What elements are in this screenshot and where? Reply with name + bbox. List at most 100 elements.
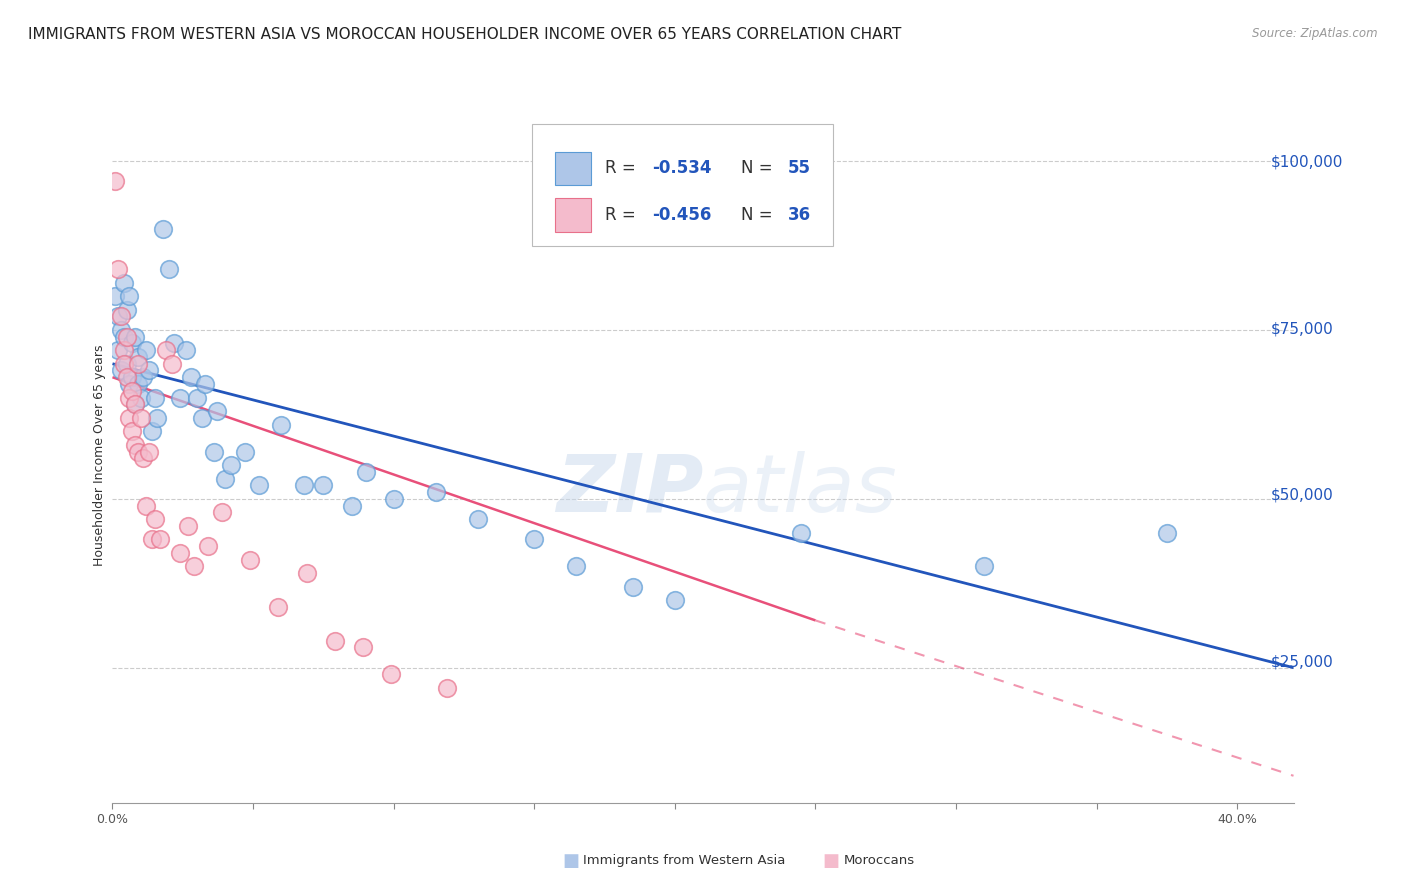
Point	[502, 507, 524, 521]
Point	[174, 340, 197, 354]
Point	[291, 547, 314, 561]
Point	[188, 374, 211, 388]
Point	[170, 340, 193, 354]
Point	[340, 474, 363, 488]
Point	[174, 326, 197, 341]
Point	[318, 593, 340, 607]
Point	[242, 386, 264, 401]
Point	[195, 493, 218, 508]
Y-axis label: Householder Income Over 65 years: Householder Income Over 65 years	[93, 340, 105, 561]
Point	[257, 440, 280, 454]
Point	[969, 553, 991, 567]
Point	[217, 260, 239, 274]
Text: N =: N =	[755, 204, 793, 222]
Text: R =: R =	[630, 159, 666, 177]
Point	[183, 420, 205, 434]
Point	[180, 407, 202, 421]
Point	[198, 360, 221, 375]
Point	[800, 520, 823, 534]
Point	[174, 353, 197, 368]
Point	[190, 386, 212, 401]
Point	[422, 660, 444, 674]
Point	[173, 360, 195, 375]
Point	[226, 386, 249, 401]
Point	[204, 386, 226, 401]
Text: ZIP: ZIP	[574, 446, 721, 524]
Point	[195, 340, 218, 354]
Point	[173, 320, 195, 334]
Point	[180, 386, 202, 401]
Point	[474, 673, 496, 688]
Point	[222, 334, 245, 348]
Point	[198, 440, 221, 454]
Point	[226, 540, 249, 554]
Text: 36: 36	[799, 204, 823, 222]
Point	[186, 326, 208, 341]
Text: ■: ■	[823, 852, 839, 870]
Point	[183, 380, 205, 394]
Point	[188, 347, 211, 361]
Point	[425, 487, 447, 501]
Point	[250, 374, 273, 388]
Point	[683, 587, 706, 601]
Point	[211, 220, 233, 235]
Text: 55: 55	[799, 159, 823, 177]
Text: Immigrants from Western Asia: Immigrants from Western Asia	[583, 855, 786, 867]
Point	[208, 526, 231, 541]
Point	[177, 300, 200, 314]
Point	[385, 493, 408, 508]
Point	[554, 526, 576, 541]
Point	[592, 553, 614, 567]
Point	[167, 286, 190, 301]
Point	[398, 460, 420, 475]
Point	[177, 367, 200, 381]
Point	[193, 447, 215, 461]
Point	[186, 434, 208, 448]
Point	[299, 474, 322, 488]
Point	[177, 353, 200, 368]
Point	[204, 507, 226, 521]
Point	[201, 526, 224, 541]
Point	[343, 560, 366, 574]
Point	[463, 480, 485, 494]
Point	[219, 353, 242, 368]
Point	[240, 553, 263, 567]
Text: atlas: atlas	[721, 446, 915, 524]
Text: -0.534: -0.534	[673, 159, 733, 177]
Point	[173, 307, 195, 321]
Point	[214, 340, 236, 354]
Text: -0.456: -0.456	[673, 204, 733, 222]
Point	[183, 367, 205, 381]
Point	[266, 500, 288, 515]
Text: Source: ZipAtlas.com: Source: ZipAtlas.com	[1253, 27, 1378, 40]
FancyBboxPatch shape	[562, 124, 841, 244]
Point	[190, 407, 212, 421]
Point	[359, 474, 381, 488]
Text: IMMIGRANTS FROM WESTERN ASIA VS MOROCCAN HOUSEHOLDER INCOME OVER 65 YEARS CORREL: IMMIGRANTS FROM WESTERN ASIA VS MOROCCAN…	[28, 27, 901, 42]
Point	[1137, 520, 1160, 534]
Text: Moroccans: Moroccans	[844, 855, 915, 867]
Point	[238, 367, 260, 381]
Bar	[585, 197, 617, 230]
Point	[247, 407, 270, 421]
Point	[232, 340, 254, 354]
Point	[269, 467, 291, 481]
Point	[644, 574, 666, 588]
Point	[235, 513, 257, 527]
Point	[180, 286, 202, 301]
Point	[180, 374, 202, 388]
Point	[170, 307, 193, 321]
Point	[287, 440, 309, 454]
Text: R =: R =	[630, 204, 666, 222]
Text: N =: N =	[755, 159, 793, 177]
Point	[260, 400, 283, 414]
Point	[395, 633, 418, 648]
Text: ■: ■	[562, 852, 579, 870]
Point	[188, 440, 211, 454]
Point	[253, 533, 276, 548]
Point	[193, 367, 215, 381]
Point	[186, 393, 208, 408]
Point	[186, 393, 208, 408]
Point	[321, 413, 343, 427]
Point	[274, 453, 297, 467]
